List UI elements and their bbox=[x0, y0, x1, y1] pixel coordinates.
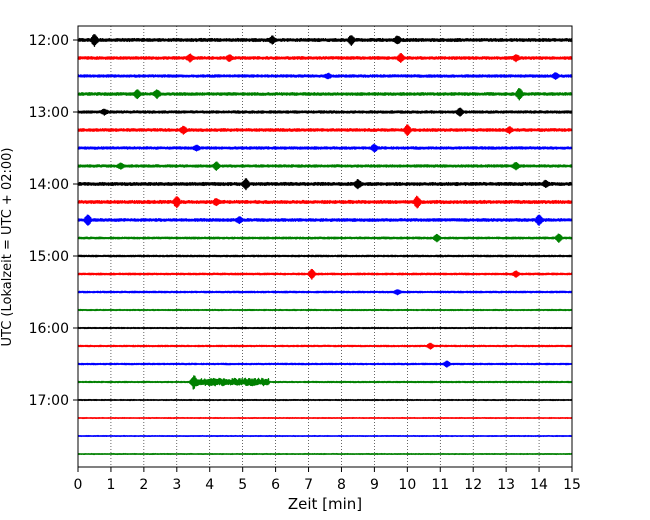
y-tick-label: 12:00 bbox=[29, 33, 69, 49]
trace-line-1600 bbox=[77, 326, 573, 330]
trace-line-1330 bbox=[77, 143, 573, 153]
trace-line-1545 bbox=[77, 308, 573, 312]
x-tick-label: 9 bbox=[370, 477, 379, 493]
x-tick-label: 6 bbox=[271, 477, 280, 493]
trace-line-1400 bbox=[77, 178, 573, 191]
trace-line-1345 bbox=[77, 161, 573, 171]
x-tick-label: 5 bbox=[238, 477, 247, 493]
x-axis-label: Zeit [min] bbox=[288, 495, 362, 513]
x-tick-label: 4 bbox=[205, 477, 214, 493]
y-axis-label: UTC (Lokalzeit = UTC + 02:00) bbox=[0, 148, 15, 347]
trace-line-1300 bbox=[77, 107, 573, 117]
x-tick-label: 3 bbox=[172, 477, 181, 493]
x-tick-label: 10 bbox=[398, 477, 416, 493]
trace-line-1245 bbox=[77, 87, 573, 101]
x-tick-label: 1 bbox=[106, 477, 115, 493]
trace-line-1715 bbox=[77, 416, 573, 420]
trace-line-1415 bbox=[77, 195, 573, 209]
trace-line-1230 bbox=[77, 72, 573, 80]
plot-frame bbox=[77, 25, 573, 468]
trace-line-1630 bbox=[77, 360, 573, 368]
x-tick-label: 12 bbox=[464, 477, 482, 493]
trace-lines bbox=[77, 34, 573, 456]
x-tick-label: 13 bbox=[497, 477, 515, 493]
trace-line-1200 bbox=[77, 34, 573, 47]
trace-line-1515 bbox=[77, 268, 573, 280]
x-tick-label: 0 bbox=[74, 477, 83, 493]
y-tick-label: 15:00 bbox=[29, 249, 69, 265]
trace-line-1315 bbox=[77, 124, 573, 137]
trace-line-1645 bbox=[77, 375, 573, 390]
trace-line-1500 bbox=[77, 254, 573, 258]
x-tick-label: 7 bbox=[304, 477, 313, 493]
trace-line-1730 bbox=[77, 434, 573, 438]
trace-line-1215 bbox=[77, 53, 573, 64]
trace-line-1445 bbox=[77, 233, 573, 243]
y-tick-label: 17:00 bbox=[29, 393, 69, 409]
x-tick-label: 2 bbox=[139, 477, 148, 493]
y-tick-label: 13:00 bbox=[29, 105, 69, 121]
y-tick-label: 14:00 bbox=[29, 177, 69, 193]
trace-line-1530 bbox=[77, 289, 573, 296]
x-tick-label: 8 bbox=[337, 477, 346, 493]
trace-line-1615 bbox=[77, 342, 573, 350]
trace-line-1745 bbox=[77, 452, 573, 456]
y-tick-label: 16:00 bbox=[29, 321, 69, 337]
x-tick-label: 15 bbox=[563, 477, 581, 493]
x-tick-label: 11 bbox=[431, 477, 449, 493]
y-axis-ticks: 12:00 13:00 14:00 15:00 16:00 17:00 bbox=[29, 33, 78, 409]
x-tick-label: 14 bbox=[530, 477, 548, 493]
x-axis-ticks: 0 1 2 3 4 5 6 7 8 9 10 11 12 13 14 15 bbox=[74, 467, 581, 493]
trace-line-1430 bbox=[77, 214, 573, 226]
trace-line-1700 bbox=[77, 398, 573, 402]
